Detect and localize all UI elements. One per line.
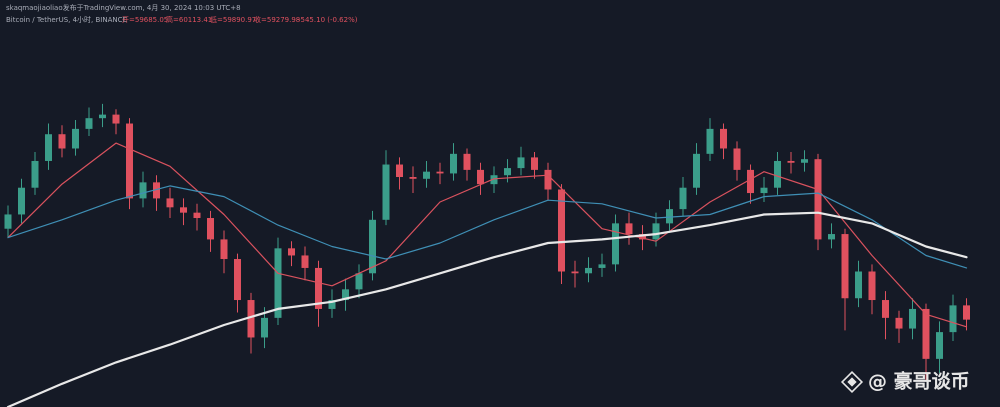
candle-body: [774, 160, 781, 188]
candle-body: [328, 300, 336, 309]
candle-body: [558, 189, 565, 272]
moving-average-line: [7, 142, 968, 328]
candle-body: [747, 169, 754, 194]
candle-body: [4, 214, 12, 229]
candle-body: [274, 248, 282, 318]
candle-body: [409, 177, 417, 179]
ohlc-open: 开=59685.05: [122, 16, 168, 24]
candle-body: [652, 223, 660, 240]
candle-body: [463, 153, 471, 170]
candle-body: [909, 308, 916, 329]
candle-body: [531, 157, 538, 170]
candle-body: [801, 159, 808, 163]
candle-body: [544, 169, 552, 190]
candle-body: [288, 248, 295, 256]
candle-body: [382, 164, 390, 220]
candle-body: [504, 168, 511, 176]
candle-body: [301, 255, 309, 268]
candle-body: [922, 308, 930, 359]
candle-body: [868, 271, 876, 301]
ohlc-header: 开=59685.05 高=60113.41 低=59890.97 收=59279…: [122, 15, 358, 24]
candle-body: [193, 212, 201, 219]
candle-body: [895, 317, 903, 329]
candle-body: [18, 187, 25, 215]
candle-body: [396, 164, 403, 178]
candle-body: [693, 153, 700, 188]
candle-body: [679, 187, 687, 210]
candle-body: [220, 239, 228, 260]
watermark: @ 豪哥谈币: [840, 370, 970, 394]
candle-body: [490, 175, 498, 185]
candle-body: [166, 198, 174, 208]
candle-body: [612, 223, 619, 265]
moving-average-line: [6, 211, 968, 407]
header: skaqmaojiaoliao发布于TradingView.com, 4月 30…: [6, 3, 241, 12]
candle-body: [828, 234, 835, 240]
moving-average-line: [7, 185, 968, 269]
candle-body: [639, 234, 646, 240]
candle-body: [760, 187, 768, 194]
candle-body: [112, 114, 120, 124]
candle-body: [234, 259, 241, 301]
ohlc-high: 高=60113.41: [166, 15, 212, 24]
candle-body: [477, 169, 484, 185]
candle-body: [85, 118, 93, 129]
candle-body: [841, 234, 849, 299]
candle-body: [450, 153, 457, 174]
candle-body: [342, 289, 349, 301]
candle-body: [882, 300, 889, 318]
candle-body: [571, 271, 579, 274]
candle-body: [423, 171, 430, 179]
candle-body: [814, 159, 822, 240]
candle-body: [99, 114, 106, 119]
candle-body: [355, 273, 363, 290]
candle-body: [45, 134, 52, 161]
watermark-icon: [840, 370, 864, 394]
ohlc-close: 收=59279.98: [254, 15, 300, 24]
candle-body: [598, 264, 606, 268]
candle-body: [666, 209, 673, 224]
candle-body: [436, 171, 444, 174]
symbol: Bitcoin / TetherUS, 4小时, BINANCE: [6, 15, 127, 24]
candles: [4, 103, 970, 381]
ohlc-change: -545.10 (-0.62%): [298, 16, 358, 24]
candle-body: [72, 128, 79, 149]
plot: [4, 103, 970, 407]
watermark-text: @ 豪哥谈币: [868, 370, 970, 393]
candle-body: [585, 267, 592, 274]
candle-body: [261, 317, 268, 338]
candle-body: [936, 332, 943, 359]
candle-body: [963, 305, 970, 320]
candle-body: [787, 160, 795, 163]
candle-body: [855, 271, 862, 299]
candle-body: [180, 207, 187, 213]
candle-body: [706, 128, 714, 154]
candle-body: [517, 157, 525, 169]
candle-body: [247, 300, 255, 338]
ohlc-low: 低=59890.97: [210, 15, 256, 24]
candle-body: [153, 182, 160, 199]
candle-body: [315, 267, 322, 309]
candle-body: [207, 218, 214, 240]
candle-body: [625, 223, 633, 235]
candle-body: [139, 182, 147, 199]
candle-body: [126, 123, 133, 199]
candle-body: [949, 305, 957, 333]
candle-body: [58, 134, 66, 149]
candle-body: [31, 160, 39, 188]
candle-body: [369, 219, 376, 274]
candle-body: [720, 128, 727, 149]
candle-body: [733, 148, 741, 170]
